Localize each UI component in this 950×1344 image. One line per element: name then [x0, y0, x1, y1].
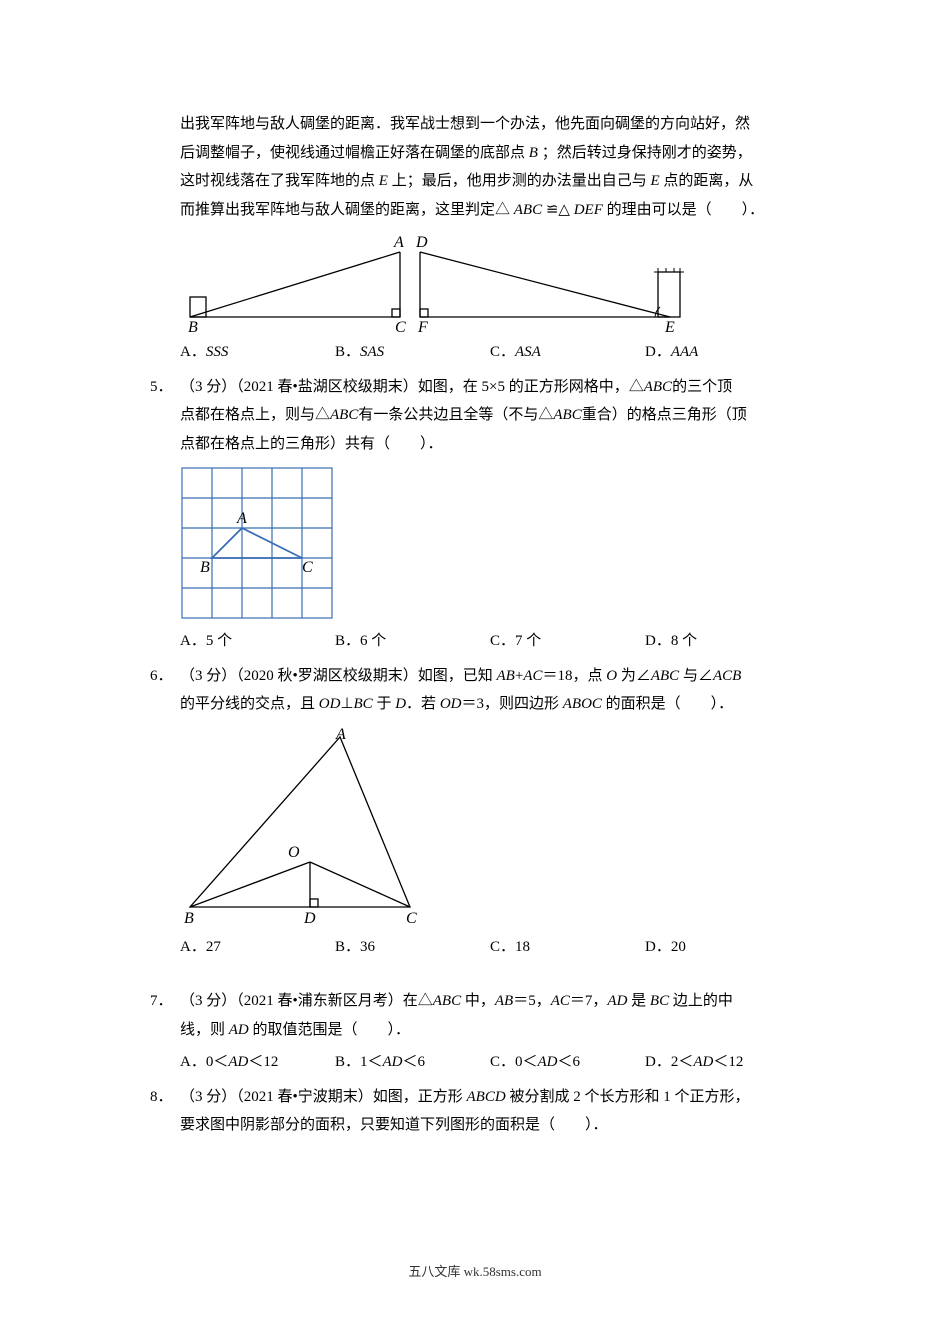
q7-optB: B．1＜AD＜6 — [335, 1048, 490, 1077]
lbl-A: A — [393, 234, 404, 251]
q5: 5． （3 分）（2021 春•盐湖区校级期末）如图，在 5×5 的正方形网格中… — [150, 373, 800, 459]
q5-options: A．5 个 B．6 个 C．7 个 D．8 个 — [180, 627, 800, 656]
q5-num: 5． — [150, 373, 180, 459]
q4-intro-l4a: 而推算出我军阵地与敌人碉堡的距离，这里判定△ — [180, 202, 510, 218]
q4-intro-l3c: 上；最后，他用步测的办法量出自己与 — [392, 173, 647, 189]
q7-optA: A．0＜AD＜12 — [180, 1048, 335, 1077]
q5-optB: B．6 个 — [335, 627, 490, 656]
q6-optB: B．36 — [335, 933, 490, 962]
q5-lbl-A: A — [236, 510, 247, 527]
q5-diagram: A B C — [180, 466, 800, 621]
q5-lbl-C: C — [302, 559, 313, 576]
q6-lbl-C: C — [406, 910, 417, 927]
lbl-F: F — [417, 319, 428, 332]
q6: 6． （3 分）（2020 秋•罗湖区校级期末）如图，已知 AB+AC＝18，点… — [150, 662, 800, 719]
q5-optD: D．8 个 — [645, 627, 800, 656]
q4-optC: C．ASA — [490, 338, 645, 367]
q4-intro-l3a: 这时视线落在了我军阵地的点 — [180, 173, 375, 189]
lbl-E: E — [664, 319, 675, 332]
q6-lbl-A: A — [335, 727, 346, 743]
q4-intro-l3d: E — [650, 173, 659, 189]
q4-intro-l4d: DEF — [574, 202, 603, 218]
lbl-D: D — [415, 234, 428, 251]
q5-pre: （3 分）（2021 春•盐湖区校级期末）如图，在 5×5 的正方形网格中，△ — [180, 379, 644, 395]
q4-intro: 出我军阵地与敌人碉堡的距离．我军战士想到一个办法，他先面向碉堡的方向站好，然 后… — [150, 110, 800, 224]
q4-intro-l3b: E — [379, 173, 388, 189]
q4-optB: B．SAS — [335, 338, 490, 367]
q6-optA: A．27 — [180, 933, 335, 962]
q6-optC: C．18 — [490, 933, 645, 962]
q7-optD: D．2＜AD＜12 — [645, 1048, 800, 1077]
q6-num: 6． — [150, 662, 180, 719]
q6-diagram: A O B D C — [180, 727, 800, 927]
page-footer: 五八文库 wk.58sms.com — [150, 1260, 800, 1285]
q5-lbl-B: B — [200, 559, 210, 576]
q8-num: 8． — [150, 1083, 180, 1140]
q6-lbl-B: B — [184, 910, 194, 927]
q7: 7． （3 分）（2021 春•浦东新区月考）在△ABC 中，AB＝5，AC＝7… — [150, 987, 800, 1044]
q4-intro-l2b: B — [529, 145, 538, 161]
q7-num: 7． — [150, 987, 180, 1044]
q7-optC: C．0＜AD＜6 — [490, 1048, 645, 1077]
q4-intro-l2a: 后调整帽子，使视线通过帽檐正好落在碉堡的底部点 — [180, 145, 525, 161]
q6-optD: D．20 — [645, 933, 800, 962]
q4-intro-l1: 出我军阵地与敌人碉堡的距离．我军战士想到一个办法，他先面向碉堡的方向站好，然 — [180, 116, 750, 132]
q6-options: A．27 B．36 C．18 D．20 — [180, 933, 800, 962]
q8: 8． （3 分）（2021 春•宁波期末）如图，正方形 ABCD 被分割成 2 … — [150, 1083, 800, 1140]
q4-optD: D．AAA — [645, 338, 800, 367]
q4-optA: A．SSS — [180, 338, 335, 367]
q6-lbl-O: O — [288, 844, 300, 861]
q4-options: A．SSS B．SAS C．ASA D．AAA — [180, 338, 800, 367]
q4-intro-l4b: ABC — [514, 202, 542, 218]
q5-optC: C．7 个 — [490, 627, 645, 656]
lbl-C: C — [395, 319, 406, 332]
q4-intro-l3e: 点的距离，从 — [663, 173, 753, 189]
q4-diagram: A D B C F E — [180, 232, 800, 332]
q7-options: A．0＜AD＜12 B．1＜AD＜6 C．0＜AD＜6 D．2＜AD＜12 — [180, 1048, 800, 1077]
lbl-B: B — [188, 319, 198, 332]
q4-intro-l2c: ；然后转过身保持刚才的姿势， — [542, 145, 752, 161]
q4-intro-l4e: 的理由可以是（ ）． — [607, 202, 765, 218]
q4-intro-l4c: ≌△ — [546, 202, 570, 218]
q6-lbl-D: D — [303, 910, 316, 927]
q5-optA: A．5 个 — [180, 627, 335, 656]
